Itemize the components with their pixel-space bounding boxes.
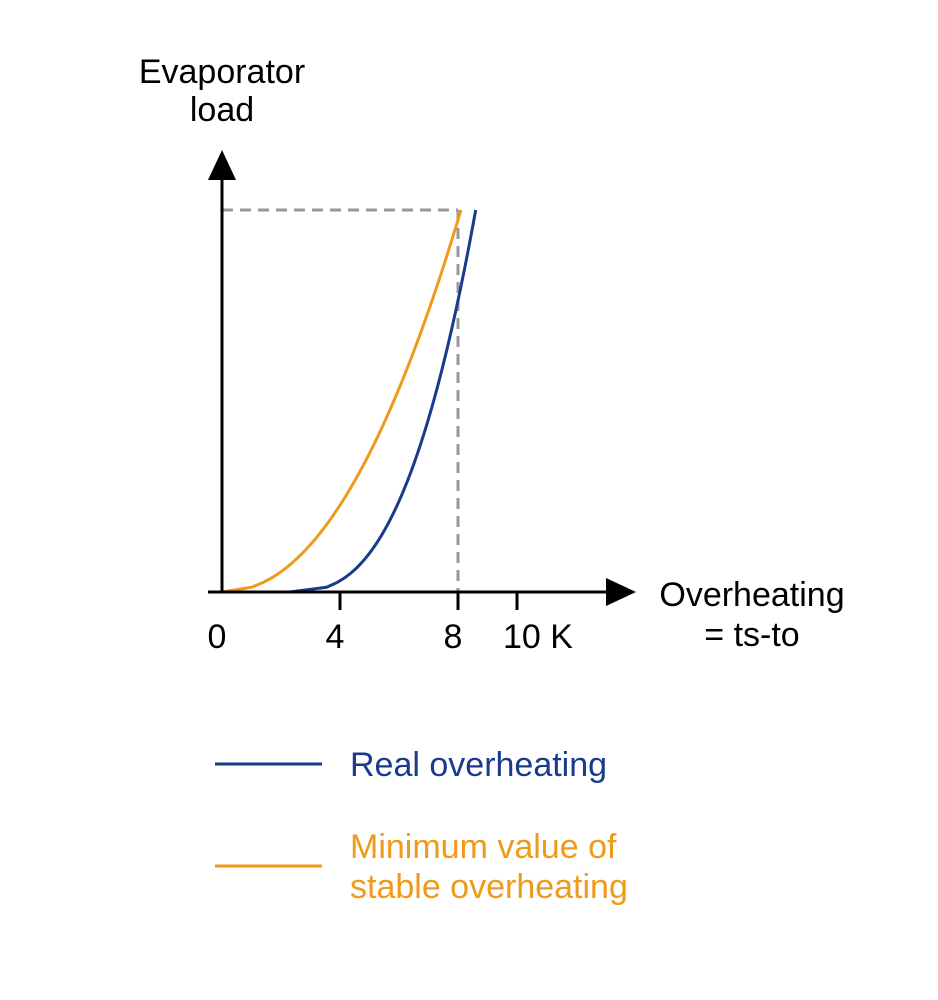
x-tick-label-4: 10 K xyxy=(503,618,573,656)
series-line-1 xyxy=(289,209,478,594)
legend-item-minimum-stable-overheating: Minimum value of stable overheating xyxy=(215,828,628,906)
legend-label-real-overheating: Real overheating xyxy=(350,746,607,784)
series-line-2 xyxy=(221,209,463,594)
x-axis-label-line-1: Overheating xyxy=(659,576,844,614)
axes xyxy=(208,150,636,606)
reference-lines xyxy=(222,208,460,592)
legend-item-real-overheating: Real overheating xyxy=(215,746,607,784)
y-axis-label-line-1: Evaporator xyxy=(139,53,305,91)
legend-label-minimum-stable-line-2: stable overheating xyxy=(350,868,628,906)
x-tick-label-3: 8 xyxy=(444,618,463,656)
legend: Real overheating Minimum value of stable… xyxy=(215,746,628,906)
x-tick-label-2: 4 xyxy=(326,618,345,656)
y-axis-label-line-2: load xyxy=(190,91,254,129)
x-tick-label-1: 0 xyxy=(208,618,227,656)
legend-label-minimum-stable-line-1: Minimum value of xyxy=(350,828,617,866)
x-ticks: 0 4 8 10 K xyxy=(208,592,573,656)
y-axis-arrow-icon xyxy=(208,150,236,180)
series-group xyxy=(221,209,478,594)
x-axis-arrow-icon xyxy=(606,578,636,606)
x-axis-label-line-2: = ts-to xyxy=(704,616,799,654)
